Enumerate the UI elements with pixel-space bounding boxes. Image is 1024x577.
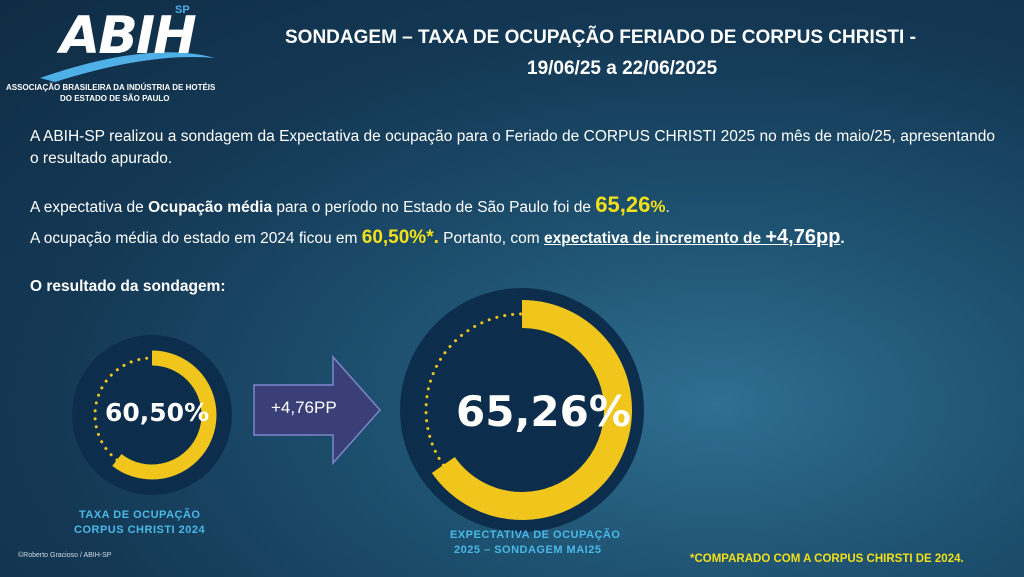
occupation-sentence: A ocupação média do estado em 2024 ficou… [30,226,845,249]
left-caption-line1: TAXA DE OCUPAÇÃO [79,509,201,521]
occ-increment: +4,76pp [765,226,841,248]
logo-subtitle-line1: ASSOCIAÇÃO BRASILEIRA DA INDÚSTRIA DE HO… [6,83,216,92]
occ-end: . [840,230,845,247]
page-title-line1: SONDAGEM – TAXA DE OCUPAÇÃO FERIADO DE C… [285,27,916,48]
occ-underline-text: expectativa de incremento de [543,230,766,247]
right-caption-line2: 2025 – SONDAGEM MAI25 [454,544,602,556]
right-gauge-arc [412,300,632,520]
logo-subtitle-line2: DO ESTADO DE SÃO PAULO [60,94,170,103]
left-caption-line2: CORPUS CHRISTI 2024 [74,524,206,536]
logo-swoosh-icon [40,52,215,82]
logo-sp: SP [175,4,190,16]
increase-arrow-icon [253,355,382,465]
left-gauge-arc [87,350,217,480]
footnote: *COMPARADO COM A CORPUS CHIRSTI DE 2024. [690,553,964,565]
arrow-label: +4,76PP [271,398,337,417]
page-title-line2: 19/06/25 a 22/06/2025 [527,58,718,79]
right-caption-line1: EXPECTATIVA DE OCUPAÇÃO [450,529,621,541]
result-title: O resultado da sondagem: [30,278,226,295]
exp-end: . [665,199,670,216]
occ-prefix: A ocupação média do estado em 2024 ficou… [30,230,362,247]
right-gauge-value: 65,26% [456,387,631,436]
exp-pct: % [650,197,666,216]
abih-logo: ABIH SP ASSOCIAÇÃO BRASILEIRA DA INDÚSTR… [0,0,250,110]
expectation-sentence: A expectativa de Ocupação média para o p… [30,192,670,218]
exp-value: 65,26 [595,192,651,217]
left-gauge-value: 60,50% [105,398,210,427]
logo-wordmark: ABIH [60,6,197,66]
intro-paragraph: A ABIH-SP realizou a sondagem da Expecta… [30,128,995,167]
occ-mid: Portanto, com [438,230,544,247]
occ-value: 60,50%*. [361,227,439,248]
exp-mid: para o período no Estado de São Paulo fo… [272,199,596,216]
credit-text: ©Roberto Gracioso / ABIH-SP [18,552,112,559]
occ-underline: expectativa de incremento de +4,76pp [543,226,840,248]
exp-prefix: A expectativa de [30,199,149,216]
exp-bold: Ocupação média [148,199,273,216]
